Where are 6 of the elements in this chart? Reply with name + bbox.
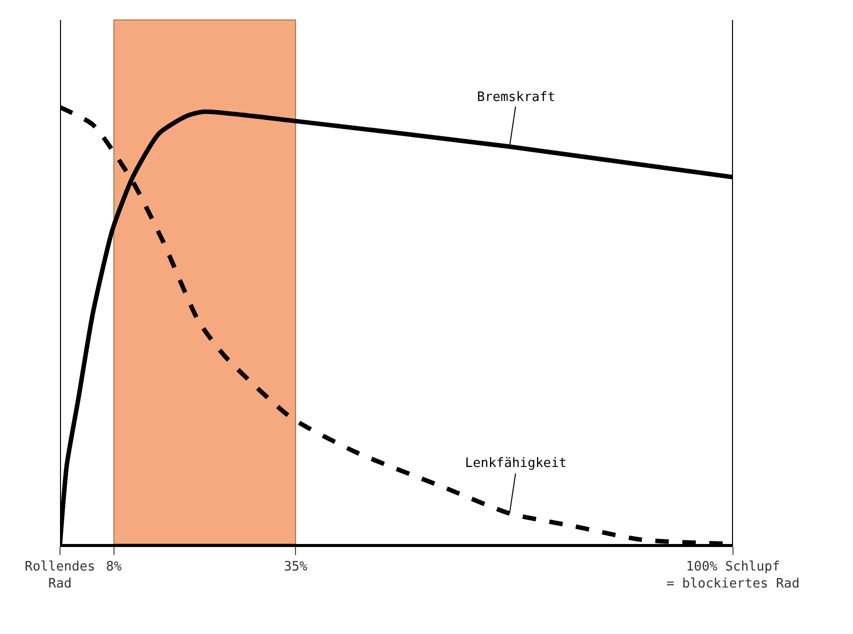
x-tick-label: 8% bbox=[106, 560, 122, 575]
series-label: Lenkfähigkeit bbox=[465, 456, 567, 471]
x-tick-label: 100% Schlupf = blockiertes Rad bbox=[666, 560, 800, 592]
text: Bremskraft bbox=[477, 90, 556, 105]
x-tick-label: 35% bbox=[284, 560, 308, 575]
x-tick-label: Rollendes Rad bbox=[24, 560, 96, 592]
